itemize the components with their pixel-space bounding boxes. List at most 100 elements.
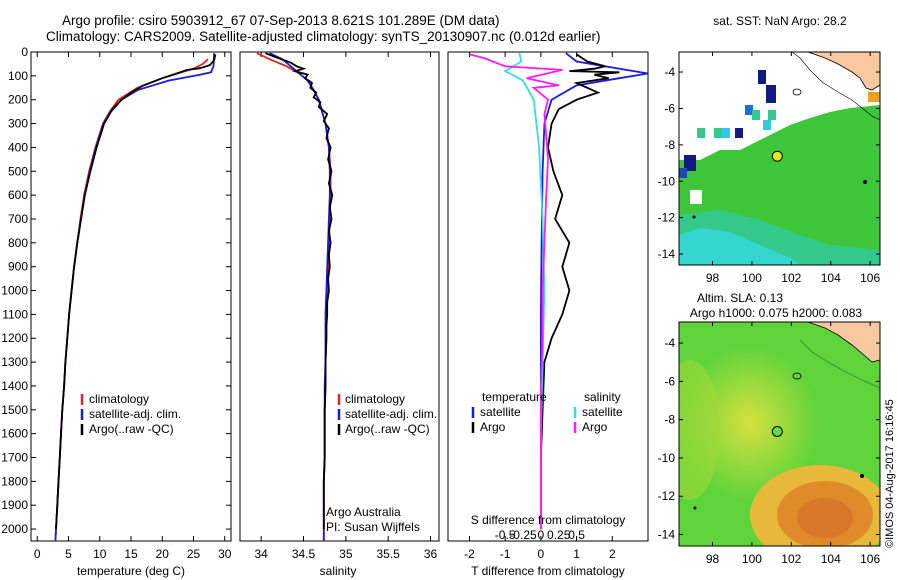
sla-map-field	[679, 322, 880, 546]
sst-pixel	[758, 70, 766, 84]
sla-map-title-line1: Altim. SLA: 0.13	[697, 291, 783, 305]
salinity-x-axis: 34 34.5 35 35.5 36	[254, 52, 438, 561]
map-y-tick-label: -14	[658, 528, 676, 542]
map-x-tick-label: 104	[821, 552, 841, 566]
difference-series	[469, 52, 649, 530]
x-tick-label: 15	[124, 547, 138, 561]
island-marker	[860, 474, 864, 478]
coastline-contour	[791, 52, 880, 121]
sla-map-frame	[678, 321, 881, 547]
y-tick-label: 1700	[1, 451, 28, 465]
temperature-y-axis: 0 100 200 300 400 500 600 700 800 900 1000 1100 1200…	[1, 45, 231, 536]
series-line-argo-raw-qc-	[55, 54, 217, 530]
difference-panel: -2 -1 0 1 2 -0.5-0.25 0 0.250.5 S difference f…	[447, 51, 649, 578]
x-tick-label: 0	[34, 547, 41, 561]
legend-label-satellite: satellite-adj. clim.	[345, 407, 437, 421]
map-y-tick-label: -8	[664, 413, 675, 427]
island-contour	[792, 88, 802, 96]
x-tick-label: 2	[609, 547, 616, 561]
sla-yellow-west	[679, 360, 720, 500]
y-tick-label: 500	[8, 164, 28, 178]
legend-temperature-title: temperature	[482, 390, 547, 404]
series-line-argo-raw-qc-	[265, 52, 334, 530]
series-line-salinity-satellite	[503, 53, 546, 530]
temperature-plot-frame	[30, 51, 232, 542]
y-tick-label: 600	[8, 188, 28, 202]
y-tick-label: 1000	[1, 284, 28, 298]
island-marker	[863, 180, 867, 184]
y-tick-label: 200	[8, 93, 28, 107]
sst-map-title: sat. SST: NaN Argo: 28.2	[713, 14, 847, 28]
sst-gap	[690, 190, 702, 204]
map-y-tick-label: -6	[664, 101, 675, 115]
temperature-x-axis: 0 5 10 15 20 25 30	[34, 52, 232, 561]
argo-float-marker	[771, 426, 783, 437]
map-y-tick-label: -8	[664, 138, 675, 152]
y-tick-label: 1800	[1, 474, 28, 488]
sst-map-frame	[678, 51, 881, 266]
figure-title-line1: Argo profile: csiro 5903912_67 07-Sep-20…	[62, 13, 500, 28]
sst-map-panel: sat. SST: NaN Argo: 28.2	[658, 14, 881, 285]
annotation-pi-name: PI: Susan Wijffels	[326, 520, 420, 534]
map-x-tick-label: 106	[860, 271, 880, 285]
map-x-tick-label: 102	[781, 552, 801, 566]
y-tick-label: 800	[8, 236, 28, 250]
map-x-tick-label: 100	[742, 271, 762, 285]
y-tick-label: 1600	[1, 427, 28, 441]
salinity-panel: 34 34.5 35 35.5 36 salinity climatology sate…	[239, 51, 440, 578]
sst-cyan-area	[679, 228, 800, 265]
map-x-tick-label: 102	[781, 271, 801, 285]
map-y-tick-label: -4	[664, 336, 675, 350]
t-difference-label: T difference from climatology	[471, 564, 625, 578]
y-tick-label: 1900	[1, 498, 28, 512]
x-tick-label: 35.5	[377, 547, 401, 561]
land-sumatra	[807, 322, 880, 363]
x-tick-label: 0	[538, 547, 545, 561]
map-x-tick-label: 98	[706, 552, 720, 566]
sst-map-field	[679, 52, 880, 265]
y-tick-label: 1500	[1, 403, 28, 417]
map-x-tick-label: 104	[821, 271, 841, 285]
sst-pixel	[735, 128, 743, 138]
x-tick-label: 1	[573, 547, 580, 561]
x-tick-label: 35	[339, 547, 353, 561]
x-tick-label: 25	[187, 547, 201, 561]
coastline-contour	[799, 339, 880, 389]
annotation-argo-australia: Argo Australia	[326, 505, 401, 519]
legend-label-salinity-satellite: satellite	[582, 405, 623, 419]
legend-label-climatology: climatology	[89, 392, 149, 406]
map-y-tick-label: -12	[658, 489, 676, 503]
sla-map-panel: Altim. SLA: 0.13 Argo h1000: 0.075 h2000…	[658, 291, 881, 566]
island-contour	[792, 372, 802, 380]
salinity-x-label: salinity	[320, 564, 357, 578]
sst-pixel	[763, 120, 771, 130]
map-y-tick-label: -14	[658, 247, 676, 261]
map-x-tick-label: 100	[742, 552, 762, 566]
temperature-panel: 0100200300400500600700800900100011001200…	[1, 45, 231, 578]
sst-pixel	[768, 110, 776, 120]
x-tick-label: 10	[93, 547, 107, 561]
y-tick-label: 400	[8, 140, 28, 154]
figure-title-line2: Climatology: CARS2009. Satellite-adjuste…	[46, 29, 601, 44]
legend-label-climatology: climatology	[345, 392, 405, 406]
legend-label-temperature-satellite: satellite	[480, 405, 521, 419]
difference-x-axis: -2 -1 0 1 2	[464, 52, 616, 561]
map-y-tick-label: -10	[658, 174, 676, 188]
legend-label-argo: Argo(..raw -QC)	[89, 422, 174, 436]
x-tick-label: 30	[218, 547, 232, 561]
sst-pixel	[766, 85, 776, 103]
sst-pixel	[722, 128, 730, 138]
series-line-salinity-argo	[469, 53, 563, 530]
sst-pixel	[714, 128, 722, 138]
sst-pixel	[745, 105, 753, 115]
x-tick-label: 5	[65, 547, 72, 561]
legend-label-salinity-argo: Argo	[582, 420, 608, 434]
map-x-tick-label: 106	[860, 552, 880, 566]
s-tick-label: -0.5	[495, 528, 516, 542]
x-tick-label: -1	[500, 547, 511, 561]
salinity-legend: climatology satellite-adj. clim. Argo(..…	[337, 392, 437, 436]
series-line-temperature-satellite	[540, 52, 649, 530]
map-x-tick-label: 98	[706, 271, 720, 285]
y-tick-label: 2000	[1, 522, 28, 536]
